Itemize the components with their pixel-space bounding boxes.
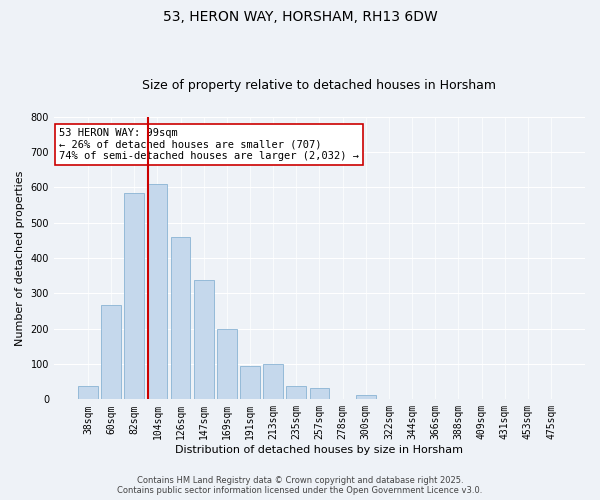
Bar [101, 305, 121, 400]
Title: Size of property relative to detached houses in Horsham: Size of property relative to detached ho… [142, 79, 496, 92]
Bar [148, 184, 167, 400]
X-axis label: Distribution of detached houses by size in Horsham: Distribution of detached houses by size … [175, 445, 463, 455]
Bar [263, 364, 283, 400]
Bar [124, 192, 144, 400]
Text: 53, HERON WAY, HORSHAM, RH13 6DW: 53, HERON WAY, HORSHAM, RH13 6DW [163, 10, 437, 24]
Text: Contains HM Land Registry data © Crown copyright and database right 2025.
Contai: Contains HM Land Registry data © Crown c… [118, 476, 482, 495]
Bar [356, 394, 376, 400]
Bar [78, 386, 98, 400]
Bar [170, 237, 190, 400]
Text: 53 HERON WAY: 99sqm
← 26% of detached houses are smaller (707)
74% of semi-detac: 53 HERON WAY: 99sqm ← 26% of detached ho… [59, 128, 359, 162]
Bar [240, 366, 260, 400]
Y-axis label: Number of detached properties: Number of detached properties [15, 170, 25, 346]
Bar [286, 386, 306, 400]
Bar [194, 280, 214, 400]
Bar [217, 328, 236, 400]
Bar [310, 388, 329, 400]
